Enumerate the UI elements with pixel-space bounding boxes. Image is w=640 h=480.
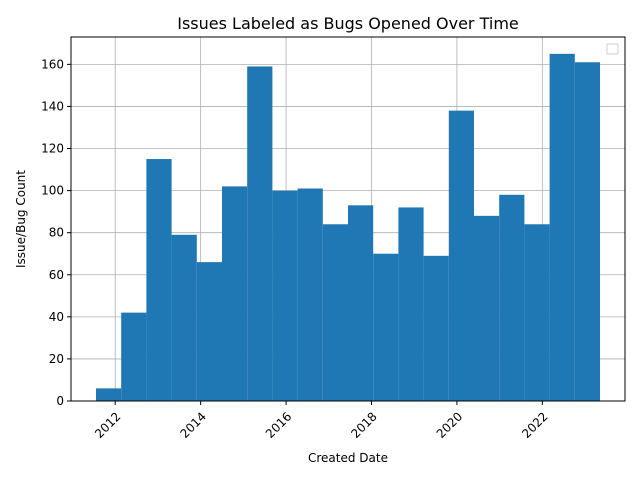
y-tick-label: 20	[49, 352, 64, 366]
y-tick-label: 0	[56, 394, 64, 408]
bar	[448, 110, 474, 402]
bar	[499, 194, 525, 401]
x-tick-label: 2014	[177, 409, 208, 440]
chart-title: Issues Labeled as Bugs Opened Over Time	[177, 14, 519, 33]
y-tick-label: 140	[41, 99, 64, 113]
plot-frame	[70, 36, 626, 402]
bar	[96, 388, 122, 401]
bar	[222, 186, 248, 401]
bar	[146, 159, 172, 401]
x-tick-label: 2020	[434, 409, 465, 440]
bar	[121, 312, 147, 401]
bar	[423, 255, 449, 401]
bar	[549, 53, 575, 402]
y-tick-label: 120	[41, 142, 64, 156]
y-tick-label: 80	[49, 226, 64, 240]
bar	[272, 190, 298, 401]
bar	[574, 62, 600, 401]
y-tick-label: 160	[41, 57, 64, 71]
bar	[196, 262, 222, 401]
y-tick-label: 60	[49, 268, 64, 282]
bar	[247, 66, 273, 401]
y-tick-label: 100	[41, 184, 64, 198]
bars	[96, 53, 600, 402]
bar	[524, 224, 550, 401]
x-tick-label: 2012	[92, 409, 123, 440]
y-axis-ticks: 0 20 40 60 80 100 120 140 160	[41, 57, 71, 408]
bar	[474, 215, 500, 401]
bar	[348, 205, 374, 401]
x-tick-label: 2022	[519, 409, 550, 440]
legend-box	[606, 43, 619, 55]
bar	[373, 253, 399, 401]
x-tick-label: 2016	[263, 409, 294, 440]
bar	[171, 234, 197, 401]
bar	[398, 207, 424, 401]
y-axis-label: Issue/Bug Count	[14, 170, 28, 268]
x-axis-ticks: 2012 2014 2016 2018 2020 2022	[92, 401, 551, 441]
x-tick-label: 2018	[348, 409, 379, 440]
bar	[297, 188, 323, 401]
bar	[322, 224, 348, 401]
x-axis-label: Created Date	[308, 451, 388, 465]
y-tick-label: 40	[49, 310, 64, 324]
